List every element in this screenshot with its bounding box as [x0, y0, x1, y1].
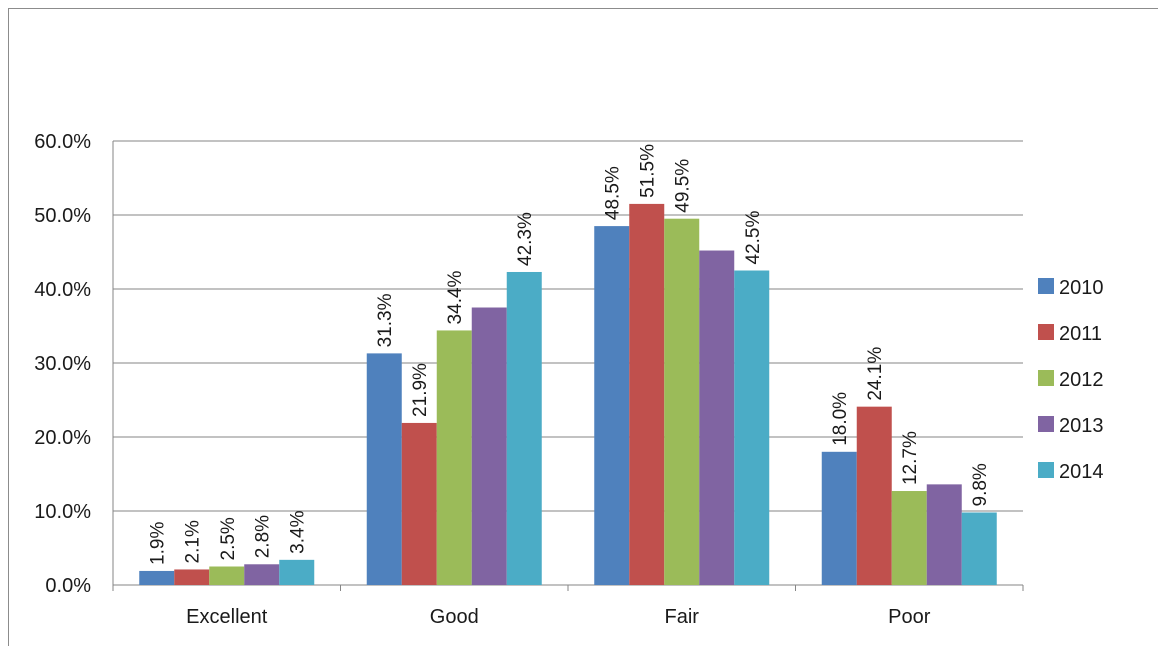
legend-swatch	[1038, 324, 1054, 340]
y-tick-label: 0.0%	[45, 575, 91, 597]
bar-2014-excellent	[279, 559, 315, 585]
bar-2012-good	[436, 330, 472, 585]
data-label: 12.7%	[900, 431, 921, 485]
y-tick-label: 60.0%	[34, 131, 91, 153]
data-label: 1.9%	[148, 522, 169, 565]
data-label: 31.3%	[375, 293, 396, 347]
bar-2012-poor	[891, 491, 927, 585]
data-label: 18.0%	[830, 392, 851, 446]
legend-swatch	[1038, 370, 1054, 386]
bar-2012-excellent	[209, 566, 245, 585]
legend-label: 2010	[1059, 277, 1104, 299]
data-label: 9.8%	[970, 463, 991, 506]
data-label: 24.1%	[865, 347, 886, 401]
legend-swatch	[1038, 416, 1054, 432]
bar-2010-good	[366, 353, 402, 585]
data-label: 2.1%	[183, 520, 204, 563]
x-category-label: Excellent	[186, 606, 268, 628]
data-label: 2.8%	[253, 515, 274, 558]
legend-label: 2012	[1059, 369, 1104, 391]
bar-2013-excellent	[244, 564, 280, 585]
y-tick-label: 50.0%	[34, 205, 91, 227]
y-tick-label: 10.0%	[34, 501, 91, 523]
x-category-label: Fair	[665, 606, 700, 628]
bar-2010-fair	[594, 226, 630, 585]
data-label: 2.5%	[218, 517, 239, 560]
bar-2010-poor	[821, 451, 857, 585]
bar-2014-poor	[961, 512, 997, 585]
bar-2011-fair	[629, 203, 665, 585]
bar-2013-fair	[699, 250, 735, 585]
data-label: 34.4%	[445, 270, 466, 324]
legend-label: 2013	[1059, 415, 1104, 437]
x-category-label: Poor	[888, 606, 931, 628]
y-tick-label: 30.0%	[34, 353, 91, 375]
bar-2011-excellent	[174, 569, 210, 585]
legend-swatch	[1038, 462, 1054, 478]
data-label: 3.4%	[288, 510, 309, 553]
legend-swatch	[1038, 278, 1054, 294]
bar-2011-good	[401, 422, 437, 585]
y-tick-label: 40.0%	[34, 279, 91, 301]
data-label: 49.5%	[673, 159, 694, 213]
data-label: 42.3%	[515, 212, 536, 266]
data-label: 21.9%	[410, 363, 431, 417]
bar-2012-fair	[664, 218, 700, 585]
bar-2014-fair	[734, 270, 770, 585]
legend-label: 2011	[1059, 323, 1102, 345]
data-label: 48.5%	[603, 166, 624, 220]
bar-2013-poor	[926, 484, 962, 585]
bar-2010-excellent	[139, 570, 175, 585]
bar-2011-poor	[856, 406, 892, 585]
bar-2013-good	[471, 307, 507, 585]
data-label: 42.5%	[743, 211, 764, 265]
data-label: 51.5%	[638, 144, 659, 198]
legend-label: 2014	[1059, 461, 1104, 483]
y-tick-label: 20.0%	[34, 427, 91, 449]
x-category-label: Good	[430, 606, 479, 628]
bar-2014-good	[506, 271, 542, 585]
